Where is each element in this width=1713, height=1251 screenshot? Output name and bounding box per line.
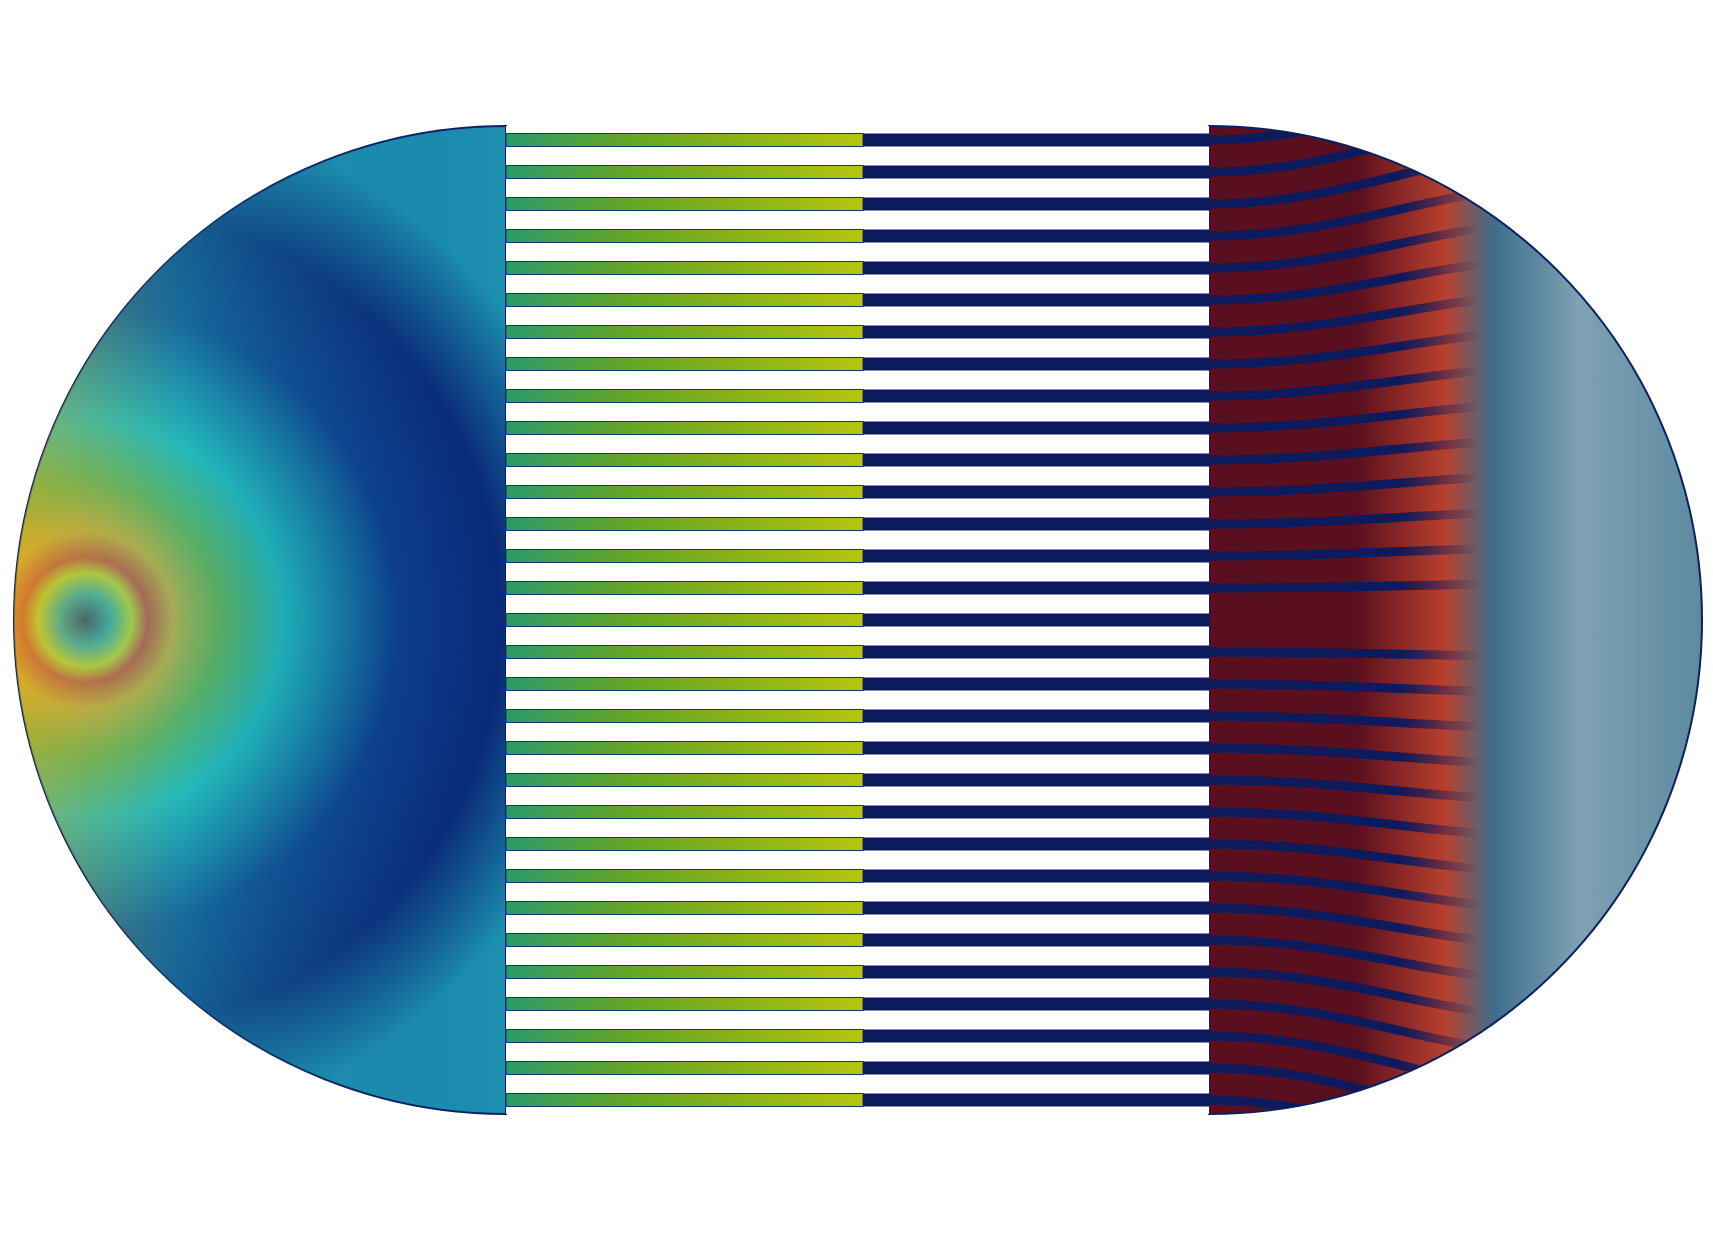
- channel-inlet: [505, 773, 864, 787]
- channel-inlet: [505, 485, 864, 499]
- channel-outlet: [863, 229, 1209, 243]
- jet-streak: [1209, 711, 1485, 732]
- channel-outlet: [863, 709, 1209, 723]
- channel-outlet: [863, 965, 1209, 979]
- channel-outlet: [863, 197, 1209, 211]
- jet-streak: [1209, 999, 1485, 1052]
- jet-streak: [1209, 871, 1485, 910]
- channel-inlet: [505, 261, 864, 275]
- channel-inlet: [505, 325, 864, 339]
- channel-inlet: [505, 805, 864, 819]
- jet-streak: [1209, 508, 1485, 529]
- channel-inlet: [505, 549, 864, 563]
- channel-inlet: [505, 229, 864, 243]
- channel-array: [505, 126, 1209, 1114]
- jet-streak: [1209, 224, 1485, 273]
- channel-outlet: [863, 581, 1209, 595]
- channel-outlet: [863, 613, 1209, 627]
- channel-inlet: [505, 837, 864, 851]
- jet-streak: [1209, 259, 1485, 305]
- jet-streak: [1209, 775, 1485, 803]
- channel-inlet: [505, 1093, 864, 1107]
- channel-outlet: [863, 773, 1209, 787]
- channel-inlet: [505, 1029, 864, 1043]
- channel-outlet: [863, 1029, 1209, 1043]
- jet-streak: [1209, 935, 1485, 981]
- jet-streak: [1209, 647, 1485, 661]
- channel-outlet: [863, 389, 1209, 403]
- channel-outlet: [863, 901, 1209, 915]
- jet-streak: [1209, 330, 1485, 369]
- channel-outlet: [863, 805, 1209, 819]
- channel-outlet: [863, 133, 1209, 147]
- channel-outlet: [863, 325, 1209, 339]
- channel-outlet: [863, 1061, 1209, 1075]
- jet-streak: [1209, 679, 1485, 696]
- jet-streak: [1209, 437, 1485, 465]
- jet-streak: [1209, 967, 1485, 1016]
- channel-outlet: [863, 357, 1209, 371]
- channel-outlet: [863, 997, 1209, 1011]
- channel-inlet: [505, 933, 864, 947]
- jet-streak: [1209, 807, 1485, 839]
- channel-outlet: [863, 453, 1209, 467]
- channel-outlet: [863, 933, 1209, 947]
- channel-inlet: [505, 133, 864, 147]
- channel-outlet: [863, 837, 1209, 851]
- jet-streak: [1209, 903, 1485, 945]
- channel-inlet: [505, 389, 864, 403]
- channel-inlet: [505, 293, 864, 307]
- jet-streak: [1209, 1095, 1485, 1114]
- jet-streak: [1209, 126, 1485, 145]
- channel-inlet: [505, 997, 864, 1011]
- channel-inlet: [505, 965, 864, 979]
- channel-outlet: [863, 165, 1209, 179]
- left-chamber-shade: [14, 126, 506, 1114]
- right-streaks: [1209, 126, 1485, 1114]
- channel-inlet: [505, 677, 864, 691]
- channel-outlet: [863, 549, 1209, 563]
- channel-outlet: [863, 645, 1209, 659]
- channel-outlet: [863, 485, 1209, 499]
- channel-inlet: [505, 421, 864, 435]
- channel-inlet: [505, 869, 864, 883]
- channel-inlet: [505, 901, 864, 915]
- channel-inlet: [505, 165, 864, 179]
- channel-outlet: [863, 1093, 1209, 1107]
- jet-streak: [1209, 473, 1485, 497]
- jet-streak: [1209, 401, 1485, 433]
- jet-streak: [1209, 579, 1485, 593]
- jet-streak: [1209, 839, 1485, 874]
- channel-inlet: [505, 453, 864, 467]
- channel-inlet: [505, 1061, 864, 1075]
- channel-inlet: [505, 357, 864, 371]
- jet-streak: [1209, 366, 1485, 401]
- channel-inlet: [505, 741, 864, 755]
- channel-outlet: [863, 293, 1209, 307]
- channel-inlet: [505, 517, 864, 531]
- channel-outlet: [863, 869, 1209, 883]
- channel-outlet: [863, 741, 1209, 755]
- channel-inlet: [505, 613, 864, 627]
- channel-inlet: [505, 197, 864, 211]
- channel-outlet: [863, 677, 1209, 691]
- jet-streak: [1209, 188, 1485, 241]
- channel-inlet: [505, 581, 864, 595]
- channel-inlet: [505, 709, 864, 723]
- jet-streak: [1209, 743, 1485, 767]
- channel-outlet: [863, 421, 1209, 435]
- jet-streak: [1209, 544, 1485, 561]
- channel-outlet: [863, 517, 1209, 531]
- channel-inlet: [505, 645, 864, 659]
- channel-outlet: [863, 261, 1209, 275]
- jet-streak: [1209, 295, 1485, 337]
